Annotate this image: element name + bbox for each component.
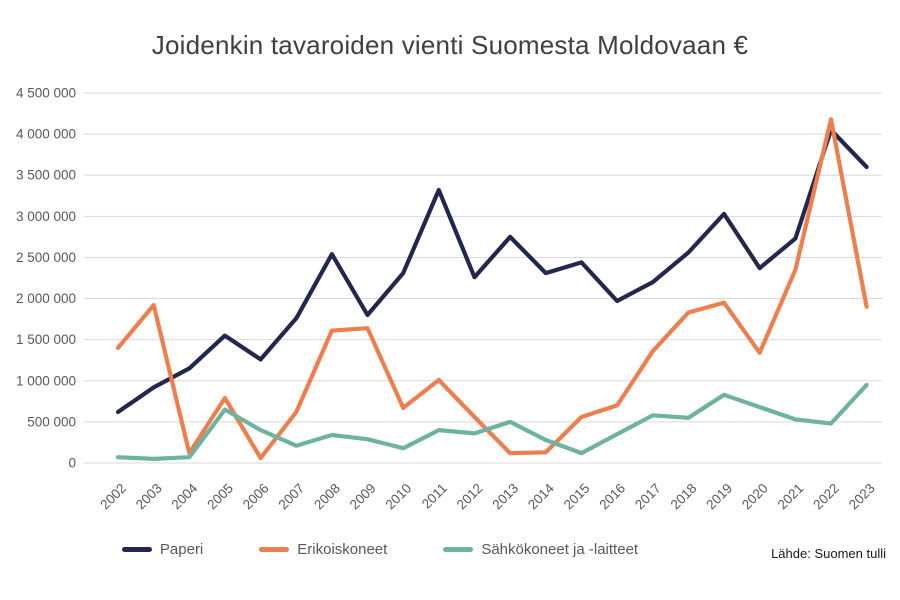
legend-swatch-icon [259, 547, 290, 552]
series-line-3 [115, 382, 869, 461]
source-note: Lähde: Suomen tulli [771, 546, 886, 561]
y-axis-tick-label: 0 [68, 456, 76, 471]
legend-label: Paperi [159, 541, 204, 558]
x-axis-tick-label: 2011 [419, 481, 450, 512]
x-axis-tick-label: 2005 [204, 481, 236, 513]
y-axis-tick-label: 1 000 000 [16, 373, 76, 388]
legend-item-3: Sähkökoneet ja -laitteet [443, 541, 638, 558]
x-axis-tick-label: 2002 [97, 481, 129, 513]
x-axis-tick-label: 2014 [525, 480, 557, 512]
x-axis-tick-label: 2010 [382, 481, 414, 513]
legend-label: Erikoiskoneet [297, 541, 388, 558]
series-line-1 [115, 127, 869, 415]
x-axis-tick-label: 2020 [739, 481, 771, 513]
x-axis-tick-label: 2019 [703, 481, 735, 513]
x-axis-tick-label: 2007 [276, 481, 308, 513]
legend-item-1: Paperi [121, 541, 204, 558]
x-axis-tick-label: 2004 [169, 480, 201, 512]
series-line-2 [115, 117, 869, 461]
x-axis-tick-label: 2006 [240, 481, 272, 513]
y-axis-tick-label: 3 500 000 [16, 168, 76, 183]
line-chart: 0 500 000 1 000 000 1 500 000 2 000 000 2 500… [16, 86, 882, 513]
x-axis-tick-label: 2008 [311, 481, 343, 513]
y-axis-tick-label: 4 000 000 [16, 127, 76, 142]
chart-title: Joidenkin tavaroiden vienti Suomesta Mol… [151, 30, 749, 60]
legend-item-2: Erikoiskoneet [259, 541, 387, 558]
x-axis-tick-label: 2009 [347, 481, 379, 513]
y-axis-tick-label: 2 500 000 [16, 250, 76, 265]
x-axis-tick-label: 2017 [632, 481, 664, 513]
y-axis-tick-label: 1 500 000 [16, 332, 76, 347]
legend-swatch-icon [443, 547, 474, 552]
y-axis-tick-label: 4 500 000 [16, 86, 76, 101]
x-axis-tick-label: 2018 [668, 481, 700, 513]
x-axis-tick-label: 2015 [561, 481, 593, 513]
legend-label: Sähkökoneet ja -laitteet [481, 541, 639, 558]
y-axis-tick-label: 2 000 000 [16, 291, 76, 306]
y-axis-tick-label: 500 000 [27, 414, 76, 429]
x-axis-tick-label: 2012 [454, 481, 486, 513]
y-axis-tick-label: 3 000 000 [16, 209, 76, 224]
x-axis-tick-label: 2022 [810, 481, 842, 513]
x-axis-tick-label: 2016 [596, 481, 628, 513]
chart-legend: Paperi Erikoiskoneet Sähkökoneet ja -laitt… [0, 541, 760, 558]
x-axis-tick-label: 2003 [133, 481, 165, 513]
x-axis-tick-label: 2013 [489, 481, 521, 513]
legend-swatch-icon [121, 547, 152, 552]
x-axis-tick-label: 2021 [775, 481, 807, 513]
x-axis-tick-label: 2023 [846, 481, 878, 513]
